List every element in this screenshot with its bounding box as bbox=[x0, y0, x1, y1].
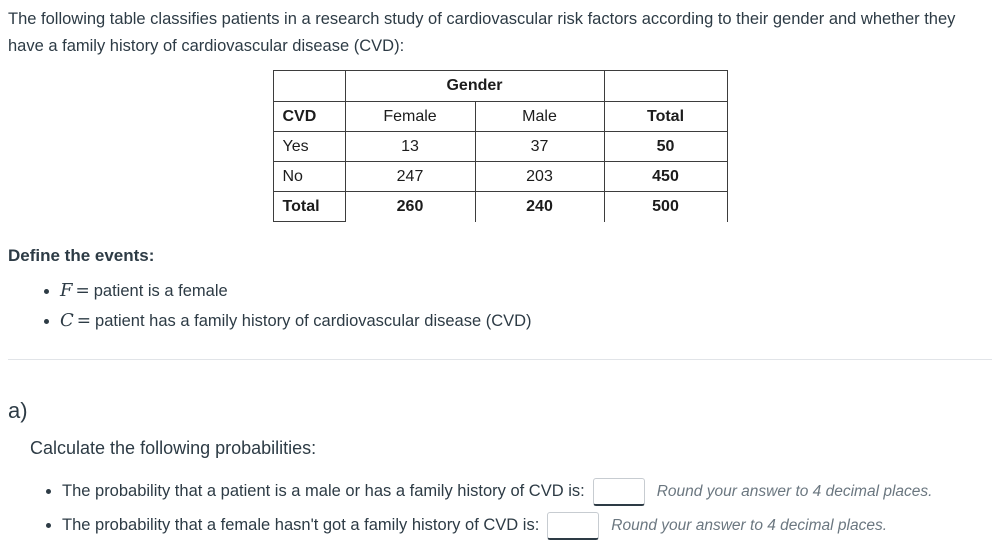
equals-sign: = bbox=[76, 311, 92, 331]
probability-input-1[interactable] bbox=[592, 477, 645, 506]
cell-total-female: 260 bbox=[344, 191, 476, 222]
part-a-instruction: Calculate the following probabilities: bbox=[30, 438, 317, 458]
frequency-table-wrapper: Gender CVD Female Male Total Yes 13 37 5… bbox=[8, 70, 992, 222]
table-row-no: No 247 203 450 bbox=[272, 161, 728, 192]
rounding-hint-1: Round your answer to 4 decimal places. bbox=[656, 483, 933, 500]
events-list: F=patient is a female C=patient has a fa… bbox=[8, 276, 992, 336]
question-prompt-2: The probability that a female hasn't got… bbox=[62, 516, 540, 534]
question-item-2: The probability that a female hasn't got… bbox=[62, 509, 992, 542]
total-header-cell: Total bbox=[603, 101, 728, 132]
female-header-cell: Female bbox=[344, 101, 476, 132]
empty-corner-cell bbox=[272, 70, 346, 102]
cell-total-male: 240 bbox=[474, 191, 605, 222]
equals-sign: = bbox=[75, 281, 90, 301]
question-item-1: The probability that a patient is a male… bbox=[62, 475, 992, 508]
probability-input-2[interactable] bbox=[547, 511, 600, 540]
row-label-total: Total bbox=[272, 191, 346, 222]
table-row-gender-header: Gender bbox=[272, 70, 728, 102]
define-events-heading: Define the events: bbox=[8, 246, 155, 265]
cell-yes-total: 50 bbox=[603, 131, 728, 162]
question-prompt-1: The probability that a patient is a male… bbox=[62, 482, 585, 500]
cell-no-total: 450 bbox=[603, 161, 728, 192]
table-row-yes: Yes 13 37 50 bbox=[272, 131, 728, 162]
empty-top-right-cell bbox=[603, 70, 728, 102]
row-label-yes: Yes bbox=[272, 131, 346, 162]
table-row-total: Total 260 240 500 bbox=[272, 191, 728, 222]
event-description-c: patient has a family history of cardiova… bbox=[95, 312, 532, 330]
event-symbol-f: F bbox=[60, 280, 73, 301]
questions-list: The probability that a patient is a male… bbox=[8, 475, 992, 542]
rounding-hint-2: Round your answer to 4 decimal places. bbox=[611, 517, 887, 534]
cell-yes-male: 37 bbox=[474, 131, 605, 162]
male-header-cell: Male bbox=[474, 101, 605, 132]
frequency-table: Gender CVD Female Male Total Yes 13 37 5… bbox=[272, 70, 728, 222]
cell-yes-female: 13 bbox=[344, 131, 476, 162]
event-description-f: patient is a female bbox=[93, 282, 228, 300]
cell-total-total: 500 bbox=[603, 191, 728, 222]
section-divider bbox=[8, 359, 992, 360]
cell-no-female: 247 bbox=[344, 161, 476, 192]
cell-no-male: 203 bbox=[474, 161, 605, 192]
part-a-label: a) bbox=[8, 398, 28, 423]
event-item-c: C=patient has a family history of cardio… bbox=[60, 306, 992, 336]
table-row-column-headers: CVD Female Male Total bbox=[272, 101, 728, 132]
event-item-f: F=patient is a female bbox=[60, 276, 992, 306]
gender-header-cell: Gender bbox=[344, 70, 605, 102]
cvd-header-cell: CVD bbox=[272, 101, 346, 132]
event-symbol-c: C bbox=[60, 310, 74, 331]
intro-paragraph: The following table classifies patients … bbox=[8, 10, 956, 55]
row-label-no: No bbox=[272, 161, 346, 192]
